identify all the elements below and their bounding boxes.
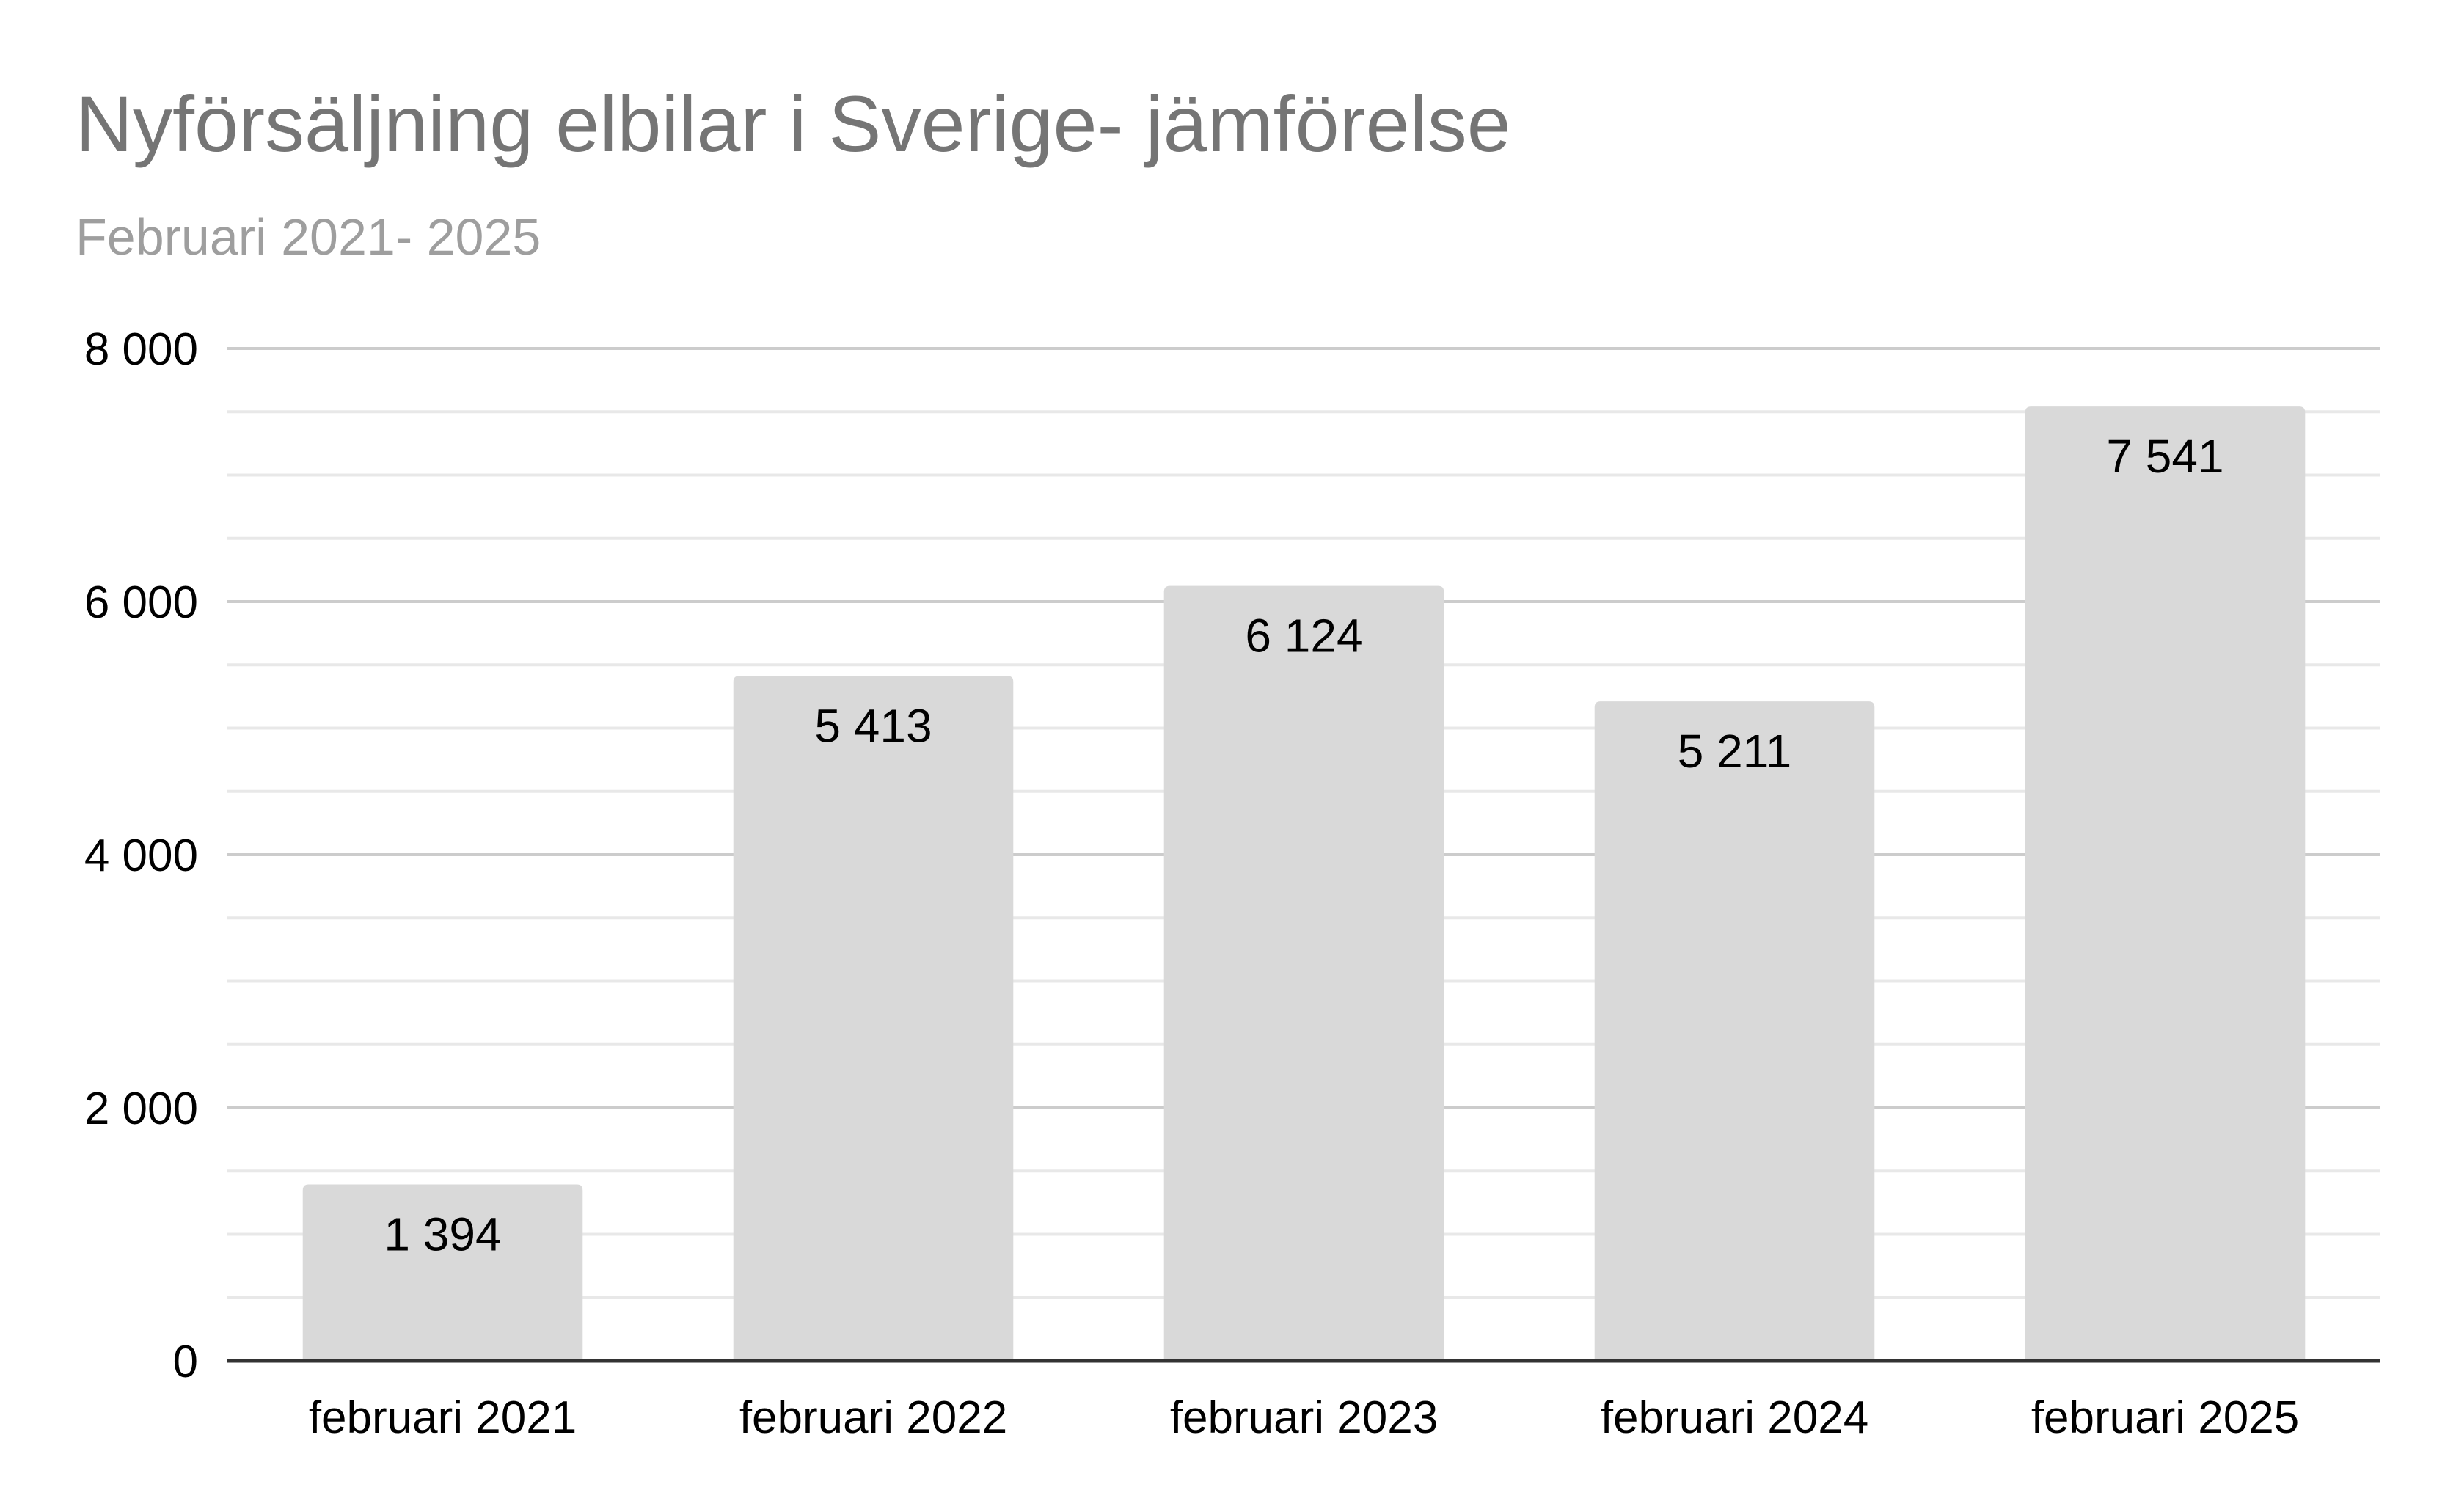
data-label: 6 124 [1245,610,1362,662]
x-tick-label: februari 2022 [739,1392,1007,1443]
axes: 0 2 000 4 000 6 000 8 000 februari 2021 februa… [84,324,2380,1443]
bars [302,406,2306,1361]
x-tick-label: februari 2024 [1601,1392,1868,1443]
y-tick-label: 8 000 [84,324,198,375]
y-tick-label: 6 000 [84,577,198,628]
bar [302,1184,583,1361]
bar [2025,406,2306,1361]
x-tick-label: februari 2025 [2031,1392,2299,1443]
bar [1163,585,1444,1361]
chart-subtitle: Februari 2021- 2025 [76,208,541,266]
x-tick-label: februari 2021 [309,1392,577,1443]
bar [1594,701,1875,1361]
chart-title: Nyförsäljning elbilar i Sverige- jämföre… [76,79,1511,168]
data-label: 5 413 [814,699,932,752]
y-tick-label: 0 [173,1337,198,1387]
y-tick-label: 4 000 [84,830,198,881]
data-label: 1 394 [384,1208,501,1261]
x-tick-label: februari 2023 [1170,1392,1438,1443]
data-label: 7 541 [2106,430,2223,483]
data-label: 5 211 [1678,725,1791,778]
data-labels: 1 394 5 413 6 124 5 211 7 541 [384,430,2223,1260]
bar [733,676,1014,1361]
y-tick-label: 2 000 [84,1084,198,1134]
